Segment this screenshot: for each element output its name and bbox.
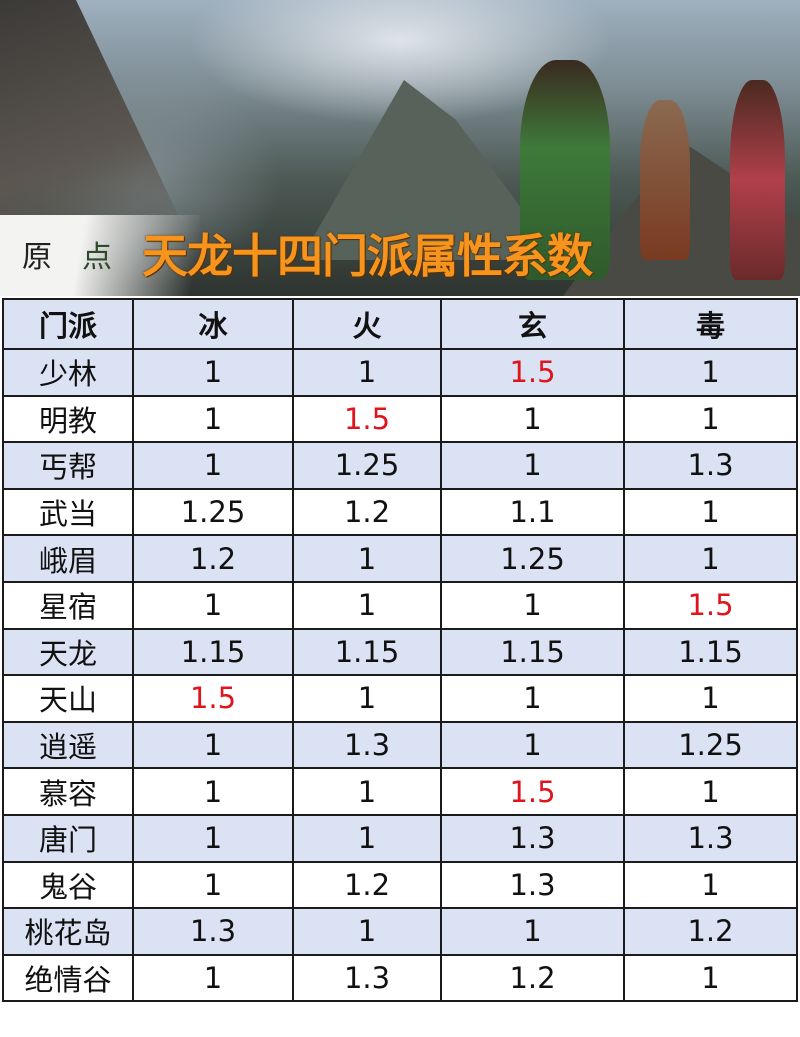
- ink-brush-stroke: [0, 215, 200, 296]
- logo: 原点: [22, 240, 142, 275]
- table-row: 桃花岛 1.3 1 1 1.2: [2, 907, 798, 956]
- coefficient-cell: 1.3: [292, 953, 442, 1003]
- great-wall-shape: [0, 0, 190, 240]
- sect-name-cell: 绝情谷: [2, 953, 134, 1003]
- table-row: 星宿 1 1 1 1.5: [2, 580, 798, 630]
- banner-image: 原点 天龙十四门派属性系数: [0, 0, 800, 296]
- coefficient-cell: 1: [440, 441, 625, 490]
- table-header-row: 门派冰火玄毒: [2, 298, 798, 350]
- sect-name-cell: 少林: [2, 348, 134, 397]
- coefficient-cell: 1.3: [292, 720, 442, 770]
- coefficient-cell: 1.2: [292, 860, 442, 910]
- sect-name-cell: 桃花岛: [2, 907, 134, 956]
- column-header: 玄: [440, 298, 625, 350]
- coefficient-cell: 1: [292, 674, 442, 723]
- column-header: 冰: [132, 298, 294, 350]
- coefficient-cell: 1.25: [132, 487, 294, 537]
- table-row: 丐帮 1 1.25 1 1.3: [2, 441, 798, 490]
- column-header: 毒: [623, 298, 798, 350]
- coefficient-cell: 1: [132, 720, 294, 770]
- coefficient-cell: 1.5: [440, 767, 625, 816]
- sect-name-cell: 明教: [2, 394, 134, 444]
- coefficient-cell: 1: [292, 767, 442, 816]
- coefficient-cell: 1.15: [132, 627, 294, 677]
- character-figure: [640, 100, 690, 260]
- coefficient-cell: 1: [292, 907, 442, 956]
- coefficient-cell: 1.2: [132, 534, 294, 583]
- coefficient-cell: 1.15: [292, 627, 442, 677]
- coefficient-cell: 1.5: [440, 348, 625, 397]
- table-row: 鬼谷 1 1.2 1.3 1: [2, 860, 798, 910]
- coefficient-cell: 1: [623, 767, 798, 816]
- coefficient-cell: 1: [292, 534, 442, 583]
- coefficient-cell: 1.2: [623, 907, 798, 956]
- sect-name-cell: 武当: [2, 487, 134, 537]
- sect-name-cell: 唐门: [2, 813, 134, 863]
- table-row: 少林 1 1 1.5 1: [2, 348, 798, 397]
- table-row: 武当 1.25 1.2 1.1 1: [2, 487, 798, 537]
- coefficient-cell: 1: [623, 953, 798, 1003]
- coefficient-cell: 1.25: [623, 720, 798, 770]
- character-figure: [520, 60, 610, 280]
- coefficient-cell: 1: [623, 487, 798, 537]
- coefficient-cell: 1: [292, 348, 442, 397]
- coefficient-cell: 1.5: [623, 580, 798, 630]
- table-row: 逍遥 1 1.3 1 1.25: [2, 720, 798, 770]
- sect-name-cell: 丐帮: [2, 441, 134, 490]
- coefficient-cell: 1.25: [292, 441, 442, 490]
- table-row: 明教 1 1.5 1 1: [2, 394, 798, 444]
- table-row: 峨眉 1.2 1 1.25 1: [2, 534, 798, 583]
- coefficient-cell: 1.3: [623, 441, 798, 490]
- sect-name-cell: 天山: [2, 674, 134, 723]
- coefficient-cell: 1: [440, 907, 625, 956]
- coefficient-cell: 1: [132, 860, 294, 910]
- coefficient-cell: 1.2: [440, 953, 625, 1003]
- coefficient-cell: 1.5: [292, 394, 442, 444]
- coefficient-cell: 1: [623, 860, 798, 910]
- coefficient-cell: 1: [623, 348, 798, 397]
- coefficient-cell: 1: [623, 674, 798, 723]
- sect-name-cell: 峨眉: [2, 534, 134, 583]
- coefficient-cell: 1.2: [292, 487, 442, 537]
- coefficient-cell: 1.3: [623, 813, 798, 863]
- coefficient-cell: 1: [132, 348, 294, 397]
- coefficient-cell: 1: [132, 953, 294, 1003]
- coefficient-cell: 1: [623, 394, 798, 444]
- sect-name-cell: 鬼谷: [2, 860, 134, 910]
- page-title: 天龙十四门派属性系数: [142, 229, 593, 283]
- coefficient-cell: 1: [132, 767, 294, 816]
- coefficient-cell: 1.1: [440, 487, 625, 537]
- sect-name-cell: 星宿: [2, 580, 134, 630]
- coefficient-cell: 1.15: [440, 627, 625, 677]
- coefficient-cell: 1.3: [440, 813, 625, 863]
- coefficient-cell: 1.5: [132, 674, 294, 723]
- table-row: 天龙 1.15 1.15 1.15 1.15: [2, 627, 798, 677]
- coefficient-cell: 1: [440, 394, 625, 444]
- table-row: 慕容 1 1 1.5 1: [2, 767, 798, 816]
- coefficient-cell: 1: [132, 813, 294, 863]
- coefficient-cell: 1: [440, 674, 625, 723]
- sect-name-cell: 天龙: [2, 627, 134, 677]
- coefficient-cell: 1: [440, 720, 625, 770]
- coefficient-cell: 1: [440, 580, 625, 630]
- column-header: 火: [292, 298, 442, 350]
- table-row: 天山 1.5 1 1 1: [2, 674, 798, 723]
- coefficient-cell: 1.3: [132, 907, 294, 956]
- coefficient-cell: 1: [132, 580, 294, 630]
- coefficient-cell: 1.3: [440, 860, 625, 910]
- table-row: 绝情谷 1 1.3 1.2 1: [2, 953, 798, 1003]
- coefficient-cell: 1: [292, 580, 442, 630]
- sect-name-cell: 逍遥: [2, 720, 134, 770]
- coefficient-cell: 1.15: [623, 627, 798, 677]
- coefficient-cell: 1: [623, 534, 798, 583]
- attribute-table: 门派冰火玄毒 少林 1 1 1.5 1 明教 1 1.5 1 1 丐帮 1 1.25 1 1.3 武当 1.25…: [2, 298, 798, 1003]
- coefficient-cell: 1: [132, 441, 294, 490]
- coefficient-cell: 1: [132, 394, 294, 444]
- table-row: 唐门 1 1 1.3 1.3: [2, 813, 798, 863]
- column-header: 门派: [2, 298, 134, 350]
- sect-name-cell: 慕容: [2, 767, 134, 816]
- coefficient-cell: 1: [292, 813, 442, 863]
- character-figure: [730, 80, 785, 280]
- coefficient-cell: 1.25: [440, 534, 625, 583]
